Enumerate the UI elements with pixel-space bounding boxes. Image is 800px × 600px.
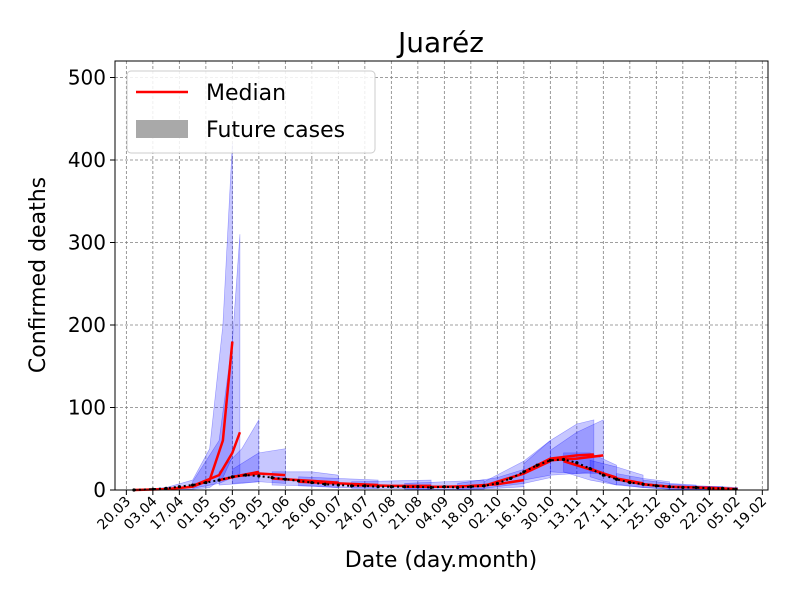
- forecast-band: [133, 143, 233, 491]
- observed-death-point: [641, 482, 645, 486]
- observed-death-point: [442, 485, 446, 489]
- x-axis: 20.0303.0417.0401.0515.0529.0512.0626.06…: [95, 490, 770, 533]
- observed-death-point: [654, 484, 658, 488]
- observed-death-point: [455, 485, 460, 490]
- observed-death-point: [469, 485, 473, 489]
- observed-death-point: [323, 482, 327, 486]
- y-axis-label: Confirmed deaths: [26, 177, 51, 373]
- observed-death-point: [257, 474, 261, 478]
- forecast-median-line: [550, 454, 604, 462]
- y-tick-label: 0: [93, 478, 106, 502]
- observed-death-point: [628, 480, 632, 485]
- legend-median-label: Median: [206, 81, 286, 106]
- observed-death-point: [244, 473, 248, 477]
- forecast-band: [192, 234, 241, 489]
- observed-death-point: [349, 484, 354, 488]
- y-tick-label: 100: [68, 396, 106, 420]
- grid: [115, 61, 768, 491]
- observed-death-point: [601, 473, 605, 477]
- forecast-band: [457, 468, 525, 490]
- observed-death-point: [204, 480, 208, 485]
- y-axis: 0 100 200 300 400 500: [68, 66, 115, 502]
- observed-deaths: [132, 457, 738, 492]
- forecast-median-line: [483, 459, 551, 488]
- observed-death-point: [416, 485, 420, 489]
- observed-death-point: [336, 483, 340, 487]
- forecast-median-line: [696, 486, 738, 491]
- observed-death-point: [283, 477, 287, 481]
- chart-title: Juaréz: [396, 26, 484, 59]
- observed-death-point: [376, 485, 380, 489]
- observed-death-point: [482, 484, 486, 488]
- y-tick-label: 400: [68, 148, 106, 172]
- observed-death-point: [177, 485, 181, 489]
- observed-death-point: [707, 486, 711, 490]
- legend-future-cases-swatch: [136, 120, 188, 138]
- observed-death-point: [720, 486, 725, 490]
- observed-death-point: [296, 479, 301, 483]
- observed-death-point: [363, 484, 367, 488]
- observed-death-point: [667, 485, 672, 489]
- legend: Median Future cases: [126, 70, 376, 154]
- y-tick-label: 500: [68, 66, 106, 90]
- observed-death-point: [495, 481, 499, 485]
- observed-death-point: [164, 486, 168, 490]
- observed-death-point: [402, 485, 407, 489]
- plot-frame: [114, 60, 769, 491]
- observed-death-point: [561, 457, 566, 462]
- forecast-band: [483, 439, 551, 489]
- forecast-band: [218, 418, 260, 486]
- observed-death-point: [535, 463, 539, 467]
- observed-death-point: [522, 470, 526, 474]
- observed-death-point: [508, 476, 513, 481]
- observed-death-point: [191, 483, 195, 487]
- y-tick-label: 300: [68, 231, 106, 255]
- observed-death-point: [694, 485, 698, 490]
- forecast-median-line: [192, 431, 242, 488]
- observed-death-point: [270, 476, 274, 480]
- observed-death-point: [681, 485, 685, 490]
- observed-death-point: [429, 485, 433, 490]
- observed-death-point: [230, 475, 234, 479]
- observed-death-point: [217, 478, 221, 482]
- observed-death-point: [575, 461, 579, 465]
- forecast-bands: [133, 143, 739, 491]
- observed-death-point: [389, 485, 393, 489]
- legend-frame: [126, 70, 376, 154]
- observed-death-point: [614, 477, 619, 481]
- y-tick-label: 200: [68, 313, 106, 337]
- observed-death-point: [310, 480, 314, 485]
- legend-future-cases-label: Future cases: [206, 118, 345, 143]
- forecast-median-line: [232, 472, 286, 479]
- observed-death-point: [588, 466, 592, 471]
- observed-death-point: [548, 458, 552, 462]
- observed-deaths-line: [133, 458, 736, 491]
- x-axis-label: Date (day.month): [345, 548, 537, 573]
